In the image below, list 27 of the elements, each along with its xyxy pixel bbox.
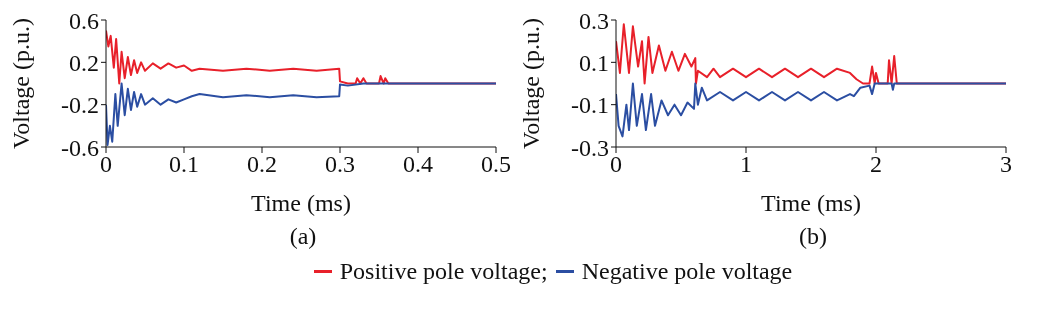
text: (a) (288, 223, 318, 250)
y-axis-title: Voltage (p.u.) (7, 18, 34, 149)
y-axis-title: Voltage (p.u.) (517, 18, 544, 149)
x-tick-label: 2 (870, 151, 882, 178)
x-axis-title: Time (ms) (761, 190, 861, 216)
y-tick-label: 0.2 (69, 49, 99, 76)
x-tick-label: 0.1 (169, 151, 199, 178)
x-axis-title: Time (ms) (251, 190, 351, 216)
line-series (616, 82, 1006, 138)
legend-label: Positive pole voltage; (339, 258, 548, 285)
x-tick-label: 0.5 (481, 151, 511, 178)
y-tick-label: -0.1 (571, 92, 609, 119)
x-tick-label: 0 (610, 151, 622, 178)
x-tick-label: 0.2 (247, 151, 277, 178)
y-tick-label: -0.6 (61, 134, 99, 161)
x-tick-label: 0.3 (325, 151, 355, 178)
y-tick-label: -0.2 (61, 92, 99, 119)
text: (b) (798, 223, 828, 250)
x-tick-label: 0.4 (403, 151, 433, 178)
x-tick-label: 0 (100, 151, 112, 178)
x-tick-label: 3 (1000, 151, 1012, 178)
y-tick-label: 0.1 (579, 49, 609, 76)
legend-label: Negative pole voltage (581, 258, 793, 285)
y-tick-label: 0.6 (69, 7, 99, 34)
x-tick-label: 1 (740, 151, 752, 178)
y-tick-label: 0.3 (579, 7, 609, 34)
y-tick-label: -0.3 (571, 134, 609, 161)
